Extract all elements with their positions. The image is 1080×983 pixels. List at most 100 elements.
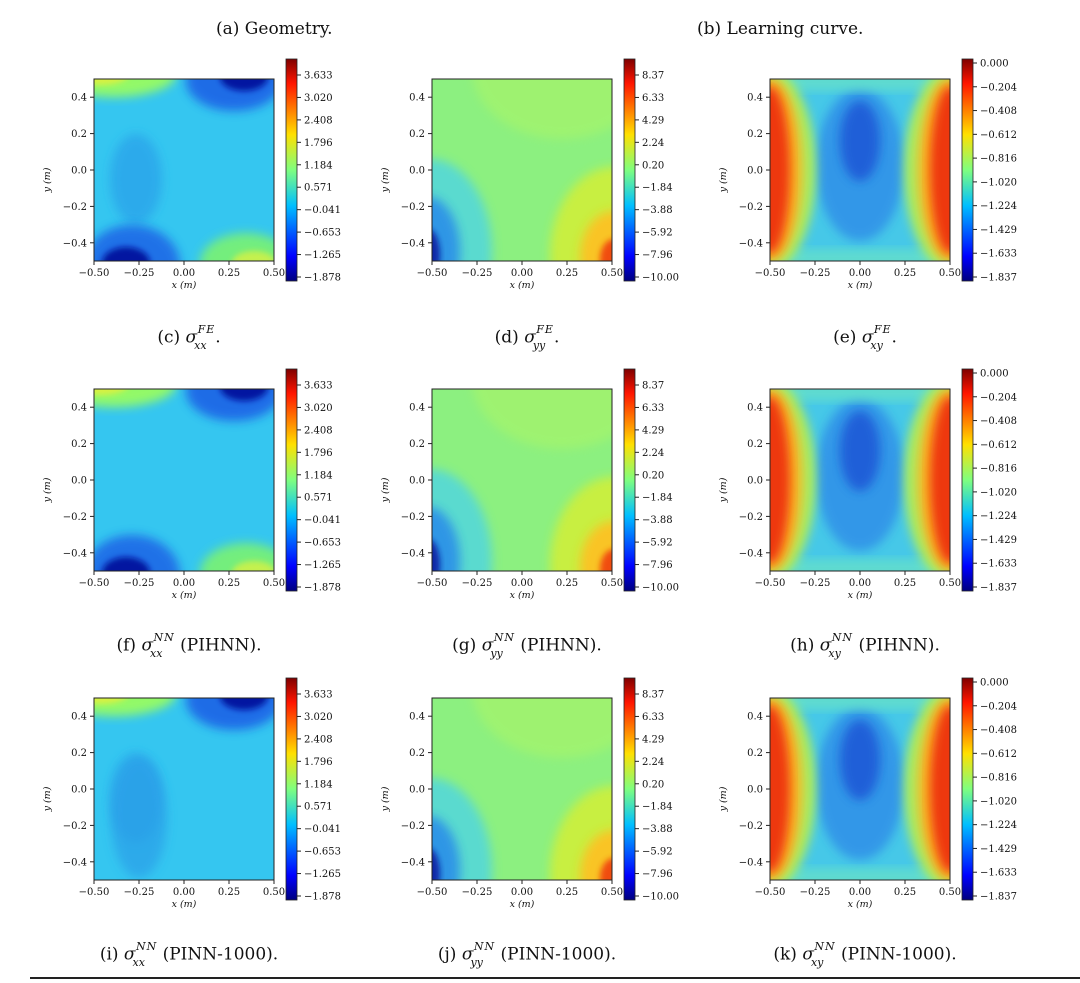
- sigma-symbol: σ: [481, 635, 494, 656]
- y-tick-label: 0.0: [71, 785, 87, 796]
- field-region: [94, 79, 126, 85]
- field-region: [94, 389, 175, 407]
- x-tick-label: −0.25: [124, 578, 155, 589]
- field-region: [94, 535, 180, 571]
- x-tick-label: −0.50: [417, 268, 448, 279]
- colorbar-tick-label: −1.429: [980, 844, 1017, 855]
- colorbar-xx: 3.633 3.020 2.408 1.796 1.184 0.571 −0.041 −0.6…: [285, 677, 341, 903]
- x-tick-label: 0.50: [939, 578, 961, 589]
- x-axis-label: x (m): [510, 280, 535, 291]
- caption-superscript: NN: [135, 940, 158, 953]
- caption-subscript: xx: [132, 956, 145, 970]
- caption-subscript: xy: [828, 647, 841, 661]
- y-axis-label: y (m): [718, 477, 729, 503]
- caption-suffix: (PIHNN).: [515, 635, 602, 656]
- y-axis-label: y (m): [42, 477, 53, 503]
- x-axis-label: x (m): [510, 899, 535, 910]
- y-tick-label: 0.0: [747, 166, 763, 177]
- caption-superscript: NN: [831, 631, 854, 644]
- colorbar-tick-label: 0.571: [304, 493, 333, 504]
- colorbar-tick-label: −0.653: [304, 538, 341, 549]
- x-axis-label: x (m): [510, 590, 535, 601]
- colorbar-tick-label: 0.000: [980, 59, 1009, 70]
- colorbar-tick-label: −3.88: [642, 824, 673, 835]
- field-region: [94, 79, 175, 97]
- caption-suffix: (PINN-1000).: [495, 944, 617, 965]
- colorbar-tick-label: −0.041: [304, 515, 341, 526]
- plot-j: −0.50 −0.25 0.00 0.25 0.50 x (m) 0.4 0.2 0.0 −0.2…: [380, 677, 679, 910]
- colorbar-tick-label: 1.184: [304, 779, 333, 790]
- plot-area: [94, 79, 274, 261]
- caption-suffix: (PIHNN).: [174, 635, 262, 656]
- caption-label: (i): [99, 944, 124, 965]
- x-axis-label: x (m): [848, 590, 873, 601]
- colorbar-tick-label: 3.633: [304, 381, 333, 392]
- x-tick-label: 0.50: [263, 578, 285, 589]
- colorbar-tick-label: 8.37: [642, 690, 664, 701]
- x-tick-label: −0.50: [79, 887, 110, 898]
- field-region: [930, 705, 950, 873]
- field-region: [770, 389, 950, 401]
- colorbar-tick-label: −1.429: [980, 225, 1017, 236]
- caption-g: (g) σyy NN (PIHNN).: [452, 631, 602, 660]
- x-tick-label: 0.00: [849, 268, 871, 279]
- field-region: [840, 720, 880, 800]
- colorbar-tick-label: 4.29: [642, 734, 664, 745]
- y-tick-label: −0.4: [401, 548, 425, 559]
- field-region: [930, 86, 950, 254]
- field-region: [432, 816, 460, 880]
- field-region: [472, 698, 612, 758]
- colorbar-tick-label: 3.633: [304, 71, 333, 82]
- x-tick-label: −0.50: [79, 268, 110, 279]
- plot-area: [432, 698, 612, 880]
- y-tick-label: 0.4: [409, 93, 425, 104]
- colorbar-tick-label: −0.816: [980, 773, 1017, 784]
- y-tick-label: −0.2: [401, 512, 425, 523]
- x-tick-label: 0.25: [218, 887, 240, 898]
- x-tick-label: −0.25: [462, 268, 493, 279]
- plot-k: −0.50 −0.25 0.00 0.25 0.50 x (m) 0.4 0.2 0.0 −0.2…: [718, 678, 1017, 911]
- plot-e: −0.50 −0.25 0.00 0.25 0.50 x (m) 0.4 0.2 0.0 −0.2…: [718, 59, 1017, 292]
- colorbar-tick-label: 0.20: [642, 160, 664, 171]
- sigma-symbol: σ: [185, 327, 198, 348]
- caption-f: (f) σxx NN (PIHNN).: [116, 631, 262, 660]
- plot-d: −0.50 −0.25 0.00 0.25 0.50 x (m) 0.4 0.2 0.0 −0.2…: [380, 58, 679, 291]
- colorbar-tick-label: 3.020: [304, 403, 333, 414]
- colorbar-tick-label: 4.29: [642, 425, 664, 436]
- y-tick-label: 0.2: [747, 129, 763, 140]
- colorbar-gradient: [961, 677, 974, 901]
- bottom-rule: [30, 977, 1080, 979]
- y-tick-label: −0.2: [739, 202, 763, 213]
- x-tick-label: −0.50: [755, 268, 786, 279]
- colorbar-tick-label: −1.020: [980, 177, 1017, 188]
- field-region: [432, 507, 460, 571]
- y-tick-label: −0.4: [739, 548, 763, 559]
- caption-superscript: NN: [814, 940, 836, 953]
- y-tick-label: −0.4: [63, 548, 87, 559]
- colorbar-tick-label: 2.24: [642, 448, 664, 459]
- caption-suffix: .: [215, 327, 221, 348]
- colorbar-tick-label: 1.796: [304, 757, 333, 768]
- y-tick-label: 0.4: [71, 712, 87, 723]
- x-tick-label: 0.00: [849, 887, 871, 898]
- y-tick-label: −0.2: [63, 512, 87, 523]
- x-tick-label: 0.25: [556, 268, 578, 279]
- y-tick-label: 0.0: [409, 785, 425, 796]
- field-region: [770, 79, 950, 91]
- colorbar-tick-label: 0.000: [980, 678, 1009, 689]
- caption-subscript: yy: [532, 339, 546, 353]
- colorbar-tick-label: 8.37: [642, 381, 664, 392]
- field-region: [770, 559, 950, 571]
- colorbar-tick-label: −0.653: [304, 228, 341, 239]
- x-tick-label: 0.50: [263, 268, 285, 279]
- x-tick-label: −0.25: [462, 578, 493, 589]
- y-tick-label: −0.2: [401, 202, 425, 213]
- y-tick-label: −0.4: [739, 238, 763, 249]
- colorbar-tick-label: 3.020: [304, 712, 333, 723]
- field-region: [432, 197, 460, 261]
- field-region: [102, 247, 150, 261]
- y-tick-label: 0.2: [71, 129, 87, 140]
- caption-label: (f): [116, 635, 142, 656]
- plot-area: [94, 698, 274, 880]
- field-region: [432, 540, 440, 571]
